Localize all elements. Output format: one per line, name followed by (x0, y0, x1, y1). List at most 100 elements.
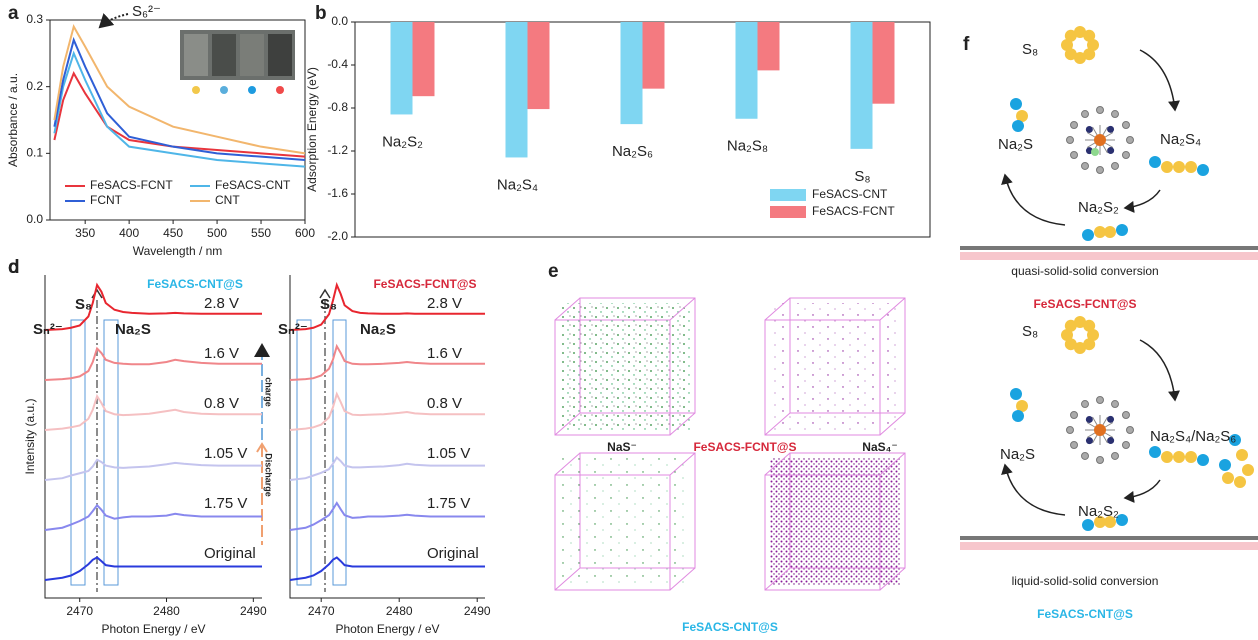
trace-label: 0.8 V (204, 395, 239, 412)
species-label: S₈ (1022, 323, 1038, 340)
atom (1185, 161, 1197, 173)
y-tick-label: -1.6 (327, 186, 348, 200)
atom (1064, 29, 1077, 42)
vial (240, 34, 264, 76)
legend-label: FCNT (90, 193, 123, 207)
x-tick-label: 400 (119, 226, 139, 240)
atom (1236, 449, 1248, 461)
arrow (1001, 463, 1066, 516)
atom (1016, 110, 1028, 122)
vial (212, 34, 236, 76)
caret (319, 288, 331, 299)
atom (1074, 26, 1086, 38)
arrow (1123, 189, 1161, 213)
iron (1094, 424, 1106, 436)
nitrogen (1085, 415, 1093, 423)
region-box (103, 319, 119, 586)
annotation: Sₙ²⁻ (278, 321, 308, 338)
x-axis-label: Photon Energy / eV (335, 622, 439, 636)
region-box (70, 319, 86, 586)
cube-edge (879, 452, 906, 476)
nitrogen (1085, 437, 1093, 445)
cube-edge (764, 412, 791, 436)
atom (1066, 426, 1074, 434)
atom (1083, 338, 1096, 351)
bar (757, 22, 780, 71)
annotation: Na₂S (115, 321, 151, 338)
legend-swatch (770, 189, 806, 201)
cube-edge (554, 452, 581, 476)
line (53, 50, 306, 168)
bar (735, 22, 758, 119)
atom (1222, 472, 1234, 484)
region-boxes (70, 319, 347, 586)
panel-label: b (315, 3, 327, 24)
category-label: Na₂S₆ (612, 143, 653, 160)
atom (1096, 456, 1104, 464)
species-label: Na₂S₄/Na₂S₆ (1150, 428, 1236, 445)
trace-label: 1.75 V (204, 495, 247, 512)
x-tick-label: 2490 (464, 604, 491, 618)
spectrum (44, 556, 262, 581)
atom (1070, 411, 1079, 419)
atom (1010, 388, 1022, 400)
spectrum (289, 455, 485, 481)
trace-label: 1.75 V (427, 495, 470, 512)
vial-dot (192, 86, 200, 94)
sample-title: FeSACS-FCNT@S (1033, 297, 1136, 311)
bar (527, 22, 550, 110)
y-tick-label: -2.0 (327, 229, 348, 243)
atom (1081, 400, 1089, 409)
atom (1083, 48, 1096, 61)
x-axis-label: Photon Energy / eV (101, 622, 205, 636)
cube-face (554, 319, 671, 436)
panel-label: e (548, 261, 559, 282)
spectrum (44, 503, 262, 531)
cube-fill (560, 458, 690, 585)
cube-edge (554, 297, 581, 321)
chlorine (1091, 148, 1099, 156)
annotation: charge (264, 377, 274, 407)
atom (1096, 396, 1104, 404)
legend-swatch (770, 206, 806, 218)
cube-edge (669, 412, 696, 436)
x-tick-label: 2490 (240, 604, 267, 618)
atom (1111, 451, 1119, 460)
y-tick-label: 0.1 (26, 146, 43, 160)
legend-label: FeSACS-FCNT (90, 178, 173, 192)
atom (1116, 514, 1128, 526)
species-label: NaS₄⁻ (862, 440, 897, 454)
vial-dot (220, 86, 228, 94)
bar (412, 22, 435, 97)
spectrum (44, 393, 262, 431)
spectrum (289, 281, 485, 331)
panel-label: c (8, 257, 19, 278)
atom (1234, 476, 1246, 488)
y-axis-label: Intensity (a.u.) (23, 398, 37, 474)
x-tick-label: 450 (163, 226, 183, 240)
atom (1121, 441, 1130, 449)
cube-face (764, 319, 881, 436)
cube-fill (770, 303, 900, 430)
bar (872, 22, 895, 104)
line (53, 36, 306, 161)
atom (1074, 316, 1086, 328)
nitrogen (1085, 125, 1093, 133)
atom (1096, 106, 1104, 114)
trace-label: 1.05 V (427, 445, 470, 462)
x-tick-label: 2480 (153, 604, 180, 618)
x-tick-label: 2480 (386, 604, 413, 618)
trace-label: 1.6 V (204, 345, 239, 362)
cube-edge (554, 412, 581, 436)
atom (1074, 342, 1086, 354)
cube-face (789, 452, 906, 569)
atom (1096, 166, 1104, 174)
annotation: S₈ (320, 296, 337, 313)
atom (1064, 338, 1077, 351)
atom (1104, 516, 1116, 528)
atom (1197, 164, 1209, 176)
cube-face (579, 297, 696, 414)
legend-label: FeSACS-FCNT (812, 204, 895, 218)
y-tick-label: 0.0 (26, 212, 43, 226)
cube-edge (764, 567, 791, 591)
